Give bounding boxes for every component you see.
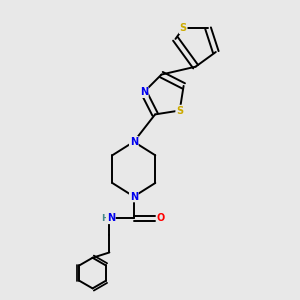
Text: N: N <box>130 191 138 202</box>
Text: O: O <box>157 213 165 223</box>
Text: S: S <box>180 23 187 33</box>
Text: H: H <box>101 214 109 223</box>
Text: N: N <box>107 213 115 223</box>
Text: N: N <box>130 137 138 147</box>
Text: S: S <box>176 106 183 116</box>
Text: N: N <box>140 87 148 97</box>
